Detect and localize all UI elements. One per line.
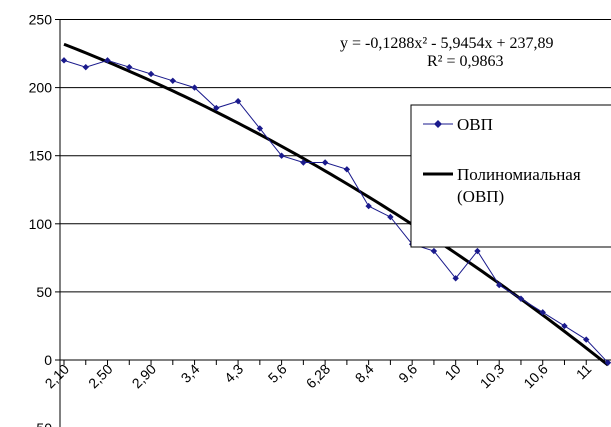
legend-trend-label: Полиномиальная	[457, 165, 581, 184]
ovp-line	[63, 59, 609, 364]
y-tick-label: 50	[36, 284, 52, 300]
data-point	[430, 247, 438, 255]
y-tick-label: 0	[44, 352, 52, 368]
data-point	[147, 70, 155, 78]
x-tick-label: 5,6	[265, 361, 290, 386]
y-tick-label: 250	[29, 12, 53, 28]
x-tick-label: 8,4	[352, 361, 377, 386]
data-point	[60, 57, 68, 64]
x-tick-label: 10,6	[520, 361, 551, 392]
trend-equation: y = -0,1288x² - 5,9454x + 237,89	[340, 35, 554, 52]
data-point	[387, 213, 394, 221]
data-point	[82, 63, 89, 71]
data-point	[213, 104, 220, 112]
data-point	[583, 336, 590, 343]
ovp-series	[60, 57, 611, 366]
data-point	[517, 295, 525, 302]
data-point	[539, 309, 546, 316]
data-point	[561, 322, 568, 330]
x-tick-labels: 2,10 2,50 2,90 3,4 4,3 5,6 6,28 8,4 9,6 10 10,3 10,…	[42, 361, 595, 392]
legend-ovp-label: ОВП	[457, 115, 493, 134]
data-point	[169, 77, 176, 84]
x-tick-label: 2,90	[129, 361, 160, 392]
data-point	[256, 125, 264, 132]
legend-ovp-marker	[434, 120, 442, 128]
data-point	[604, 359, 611, 366]
data-point	[126, 63, 133, 71]
data-point	[365, 202, 372, 210]
x-tick-label: 9,6	[395, 361, 420, 386]
x-tick-label: 11	[573, 361, 595, 383]
x-tick-label: 4,3	[221, 361, 246, 386]
legend-box	[410, 104, 611, 248]
data-point	[300, 159, 307, 166]
data-point	[104, 57, 111, 64]
legend: ОВП Полиномиальная (ОВП)	[410, 104, 611, 248]
y-tick-label: 100	[29, 216, 53, 232]
y-tick-labels: 250 200 150 100 50 0 -50	[29, 12, 53, 427]
x-tick-label: 10	[441, 361, 463, 383]
x-tick-label: 3,4	[178, 361, 203, 386]
legend-trend-label-2: (ОВП)	[457, 187, 504, 206]
x-tick-label: 2,50	[85, 361, 116, 392]
data-point	[321, 159, 329, 166]
data-point	[234, 98, 242, 105]
data-point	[343, 166, 351, 173]
data-point	[496, 281, 503, 289]
data-point	[191, 84, 198, 91]
data-point	[474, 247, 481, 255]
x-tick-label: 10,3	[477, 361, 508, 392]
x-tick-label: 6,28	[303, 361, 334, 392]
r-squared: R² = 0,9863	[427, 53, 504, 70]
data-point	[278, 152, 285, 159]
y-tick-label: -50	[32, 420, 52, 427]
data-point	[452, 275, 459, 282]
y-tick-label: 200	[29, 80, 53, 96]
y-tick-label: 150	[29, 148, 53, 164]
